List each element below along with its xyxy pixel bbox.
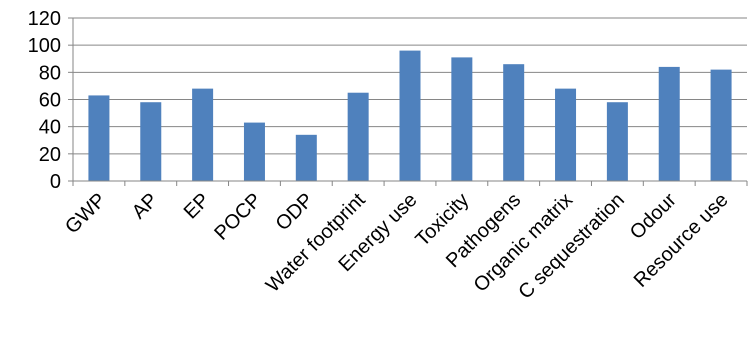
bar-c-sequestration — [606, 102, 628, 181]
bar-water-footprint — [347, 92, 369, 181]
bar-organic-matrix — [555, 88, 577, 181]
y-tick-label: 0 — [50, 171, 61, 193]
bar-toxicity — [451, 57, 473, 182]
x-tick-label: GWP — [61, 189, 110, 238]
bar-ap — [140, 102, 162, 181]
bar-pocp — [243, 122, 265, 181]
x-tick-label: Resource use — [630, 189, 733, 292]
y-tick-label: 20 — [39, 144, 61, 166]
y-tick-label: 80 — [39, 62, 61, 84]
x-tick-label: ODP — [272, 189, 318, 235]
bars — [88, 50, 732, 182]
axes — [68, 17, 748, 186]
bar-pathogens — [503, 64, 525, 181]
y-tick-label: 100 — [28, 35, 61, 57]
y-tick-label: 40 — [39, 117, 61, 139]
bar-energy-use — [399, 50, 421, 181]
y-tick-label: 120 — [28, 8, 61, 30]
x-tick-label: EP — [180, 189, 214, 223]
x-tick-label: POCP — [210, 189, 266, 245]
y-tick-labels: 0 20 40 60 80 100 120 — [28, 8, 61, 193]
bar-gwp — [88, 95, 110, 181]
y-tick-label: 60 — [39, 90, 61, 112]
bar-odp — [295, 134, 317, 181]
bar-resource-use — [710, 69, 732, 181]
bar-odour — [658, 66, 680, 181]
x-tick-label: AP — [128, 189, 162, 223]
bar-ep — [192, 88, 214, 181]
